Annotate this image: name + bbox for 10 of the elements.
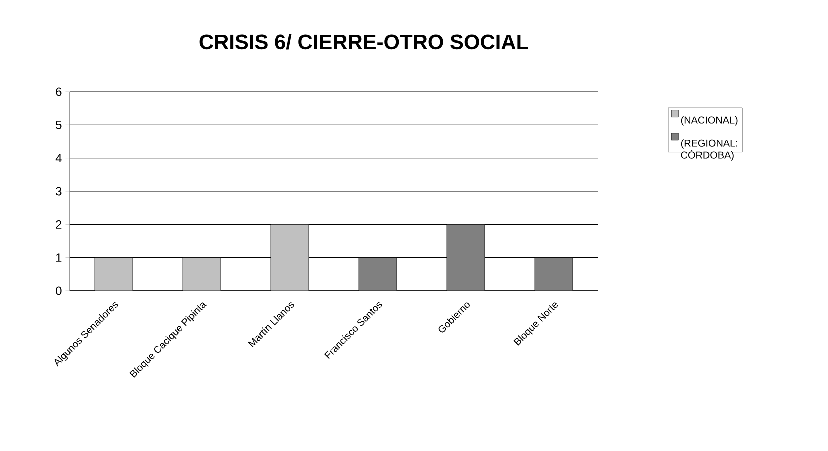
y-tick-label: 0 [56,286,62,296]
legend-label: (REGIONAL: CÓRDOBA) [681,140,738,161]
chart-title: CRISIS 6/ CIERRE-OTRO SOCIAL [200,34,528,50]
y-tick-label: 4 [56,154,62,162]
y-tick-label: 6 [56,88,62,96]
y-tick-label: 3 [56,187,62,196]
y-tick-label: 1 [56,254,62,262]
y-tick-label: 2 [56,220,62,229]
y-tick-label: 5 [56,120,62,130]
legend-label: (NACIONAL) [681,116,738,126]
